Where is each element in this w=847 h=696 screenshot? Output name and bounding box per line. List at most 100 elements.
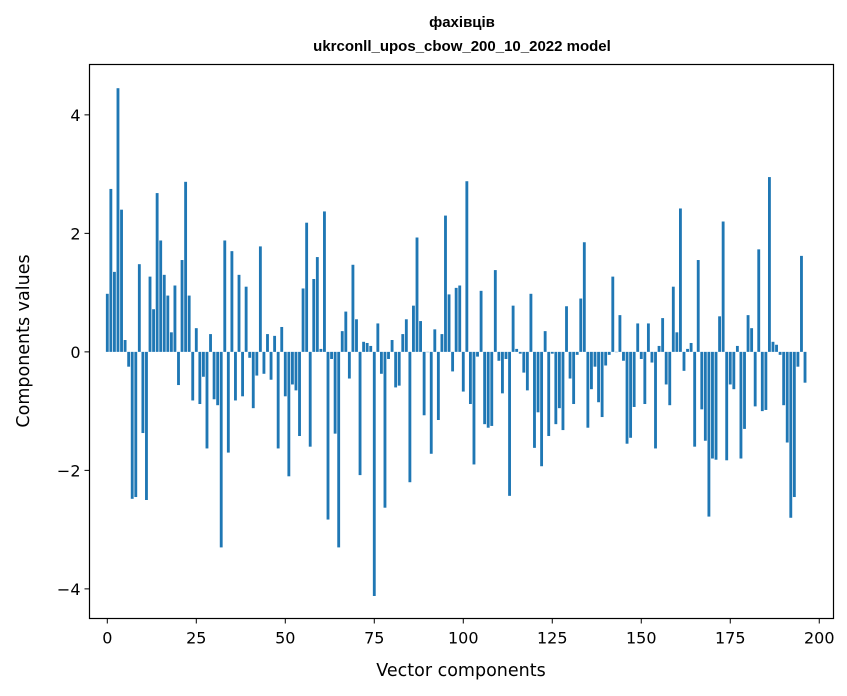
bar-157 — [664, 351, 668, 385]
bar-43 — [258, 246, 262, 352]
bar-65 — [337, 351, 341, 548]
bar-89 — [422, 351, 426, 416]
bar-96 — [447, 294, 451, 352]
bar-32 — [219, 351, 223, 548]
bar-30 — [212, 351, 216, 400]
bar-61 — [323, 211, 326, 352]
bar-54 — [298, 351, 301, 437]
bar-171 — [714, 351, 718, 460]
bar-130 — [568, 351, 572, 379]
bar-147 — [629, 351, 633, 438]
bar-129 — [565, 306, 568, 352]
plot-frame — [88, 63, 835, 620]
bar-123 — [543, 331, 547, 352]
bar-183 — [757, 249, 761, 352]
bar-76 — [376, 323, 380, 352]
bar-2 — [112, 271, 116, 352]
bar-57 — [308, 351, 312, 447]
bar-64 — [333, 351, 337, 434]
bar-113 — [508, 351, 511, 496]
bar-173 — [721, 221, 725, 352]
bar-50 — [283, 351, 287, 397]
bar-11 — [145, 351, 148, 500]
bar-165 — [693, 351, 697, 447]
bar-12 — [148, 276, 152, 352]
bar-140 — [604, 351, 608, 366]
bar-141 — [607, 351, 611, 355]
bar-161 — [679, 208, 682, 352]
bar-152 — [646, 323, 650, 352]
bar-125 — [550, 351, 554, 354]
x-tick-label: 125 — [537, 629, 568, 648]
y-tick-label: −4 — [57, 580, 81, 599]
bar-67 — [344, 311, 348, 352]
bar-131 — [572, 351, 576, 405]
bar-185 — [764, 351, 768, 410]
bar-105 — [479, 290, 483, 352]
bar-4 — [120, 209, 123, 352]
bar-170 — [711, 351, 714, 459]
bar-16 — [162, 274, 166, 352]
bar-24 — [191, 351, 195, 401]
bar-37 — [237, 274, 241, 352]
bar-106 — [483, 351, 487, 425]
bar-7 — [130, 351, 134, 499]
bar-70 — [355, 319, 358, 352]
bar-136 — [590, 351, 593, 390]
bar-71 — [358, 351, 362, 476]
bar-100 — [461, 351, 465, 392]
bar-22 — [184, 181, 188, 352]
bar-168 — [703, 351, 707, 441]
bar-81 — [394, 351, 398, 388]
bar-174 — [725, 351, 729, 461]
bar-176 — [732, 351, 736, 390]
bar-153 — [650, 351, 654, 363]
bar-148 — [632, 351, 636, 407]
bar-162 — [682, 351, 686, 371]
bar-112 — [504, 351, 508, 359]
bar-20 — [177, 351, 180, 386]
bar-163 — [686, 348, 689, 352]
y-axis-label: Components values — [14, 254, 34, 427]
bar-119 — [529, 293, 533, 352]
bar-127 — [557, 351, 561, 409]
bar-175 — [728, 351, 732, 385]
bar-26 — [198, 351, 202, 405]
bar-85 — [408, 351, 412, 483]
bar-14 — [155, 193, 159, 352]
bar-1 — [109, 188, 113, 352]
bar-104 — [476, 351, 479, 357]
bar-134 — [582, 242, 586, 352]
bar-187 — [771, 341, 775, 352]
bar-122 — [540, 351, 544, 467]
y-tick-label: 0 — [70, 343, 80, 362]
y-tick-label: 4 — [70, 106, 80, 125]
x-tick-label: 175 — [715, 629, 746, 648]
y-axis-ticks: −4 −2 0 2 4 — [57, 106, 90, 599]
bar-74 — [369, 345, 373, 352]
bar-5 — [123, 340, 127, 352]
bar-180 — [746, 315, 750, 352]
bar-47 — [273, 335, 277, 352]
bar-155 — [657, 345, 661, 352]
bar-135 — [586, 351, 590, 428]
bar-196 — [803, 351, 807, 383]
bar-111 — [501, 351, 504, 394]
bar-191 — [785, 351, 789, 443]
bar-116 — [518, 351, 522, 354]
bar-154 — [654, 351, 657, 449]
bar-56 — [305, 222, 309, 352]
bar-18 — [169, 332, 173, 352]
bar-192 — [789, 351, 793, 518]
bar-83 — [401, 334, 405, 352]
bar-146 — [625, 351, 629, 444]
bar-188 — [775, 344, 778, 352]
bar-82 — [397, 351, 401, 386]
bar-8 — [134, 351, 138, 498]
bar-149 — [636, 323, 640, 352]
bar-142 — [611, 276, 615, 352]
x-tick-label: 150 — [626, 629, 657, 648]
bar-145 — [622, 351, 625, 361]
bar-186 — [768, 177, 771, 352]
bar-44 — [262, 351, 266, 374]
